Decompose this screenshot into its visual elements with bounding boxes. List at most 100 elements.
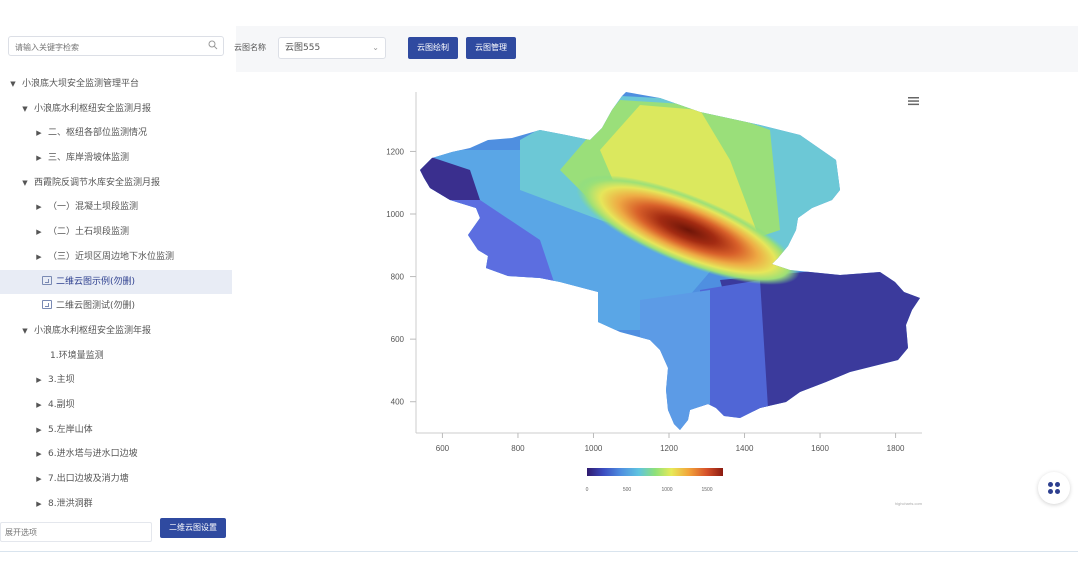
grid-dots-icon [1055, 489, 1060, 494]
tree-item[interactable]: ▶ 6.进水塔与进水口边坡 [0, 442, 232, 467]
y-tick-label: 800 [391, 273, 405, 282]
caret-down-icon[interactable]: ▼ [22, 326, 28, 335]
tree-item[interactable]: ▼ 小浪底大坝安全监测管理平台 [0, 72, 232, 97]
tree-item[interactable]: ▶ 3.主坝 [0, 368, 232, 393]
caret-right-icon[interactable]: ▶ [36, 376, 42, 385]
caret-right-icon[interactable]: ▶ [36, 154, 42, 163]
grid-dots-button[interactable] [1038, 472, 1070, 504]
caret-right-icon[interactable]: ▶ [36, 252, 42, 261]
tree-item-label: 5.左岸山体 [48, 424, 93, 435]
tree-item-label: 8.泄洪洞群 [48, 498, 93, 509]
y-tick-label: 400 [391, 398, 405, 407]
y-tick-label: 1200 [386, 147, 404, 156]
tree-item[interactable]: ▼ 小浪底水利枢纽安全监测月报 [0, 97, 232, 122]
tree-item-label: 三、库岸滑坡体监测 [48, 153, 130, 164]
tree-item-label: 1.环境量监测 [50, 350, 104, 361]
contour-chart: 400 600 800 1000 1200 600 800 1000 1200 1400 1600… [386, 92, 923, 506]
cloud-settings-button[interactable]: 二维云图设置 [160, 518, 226, 538]
grid-dots-icon [1048, 482, 1053, 487]
tree-item-label: 3.主坝 [48, 375, 75, 386]
y-tick-label: 1000 [386, 210, 404, 219]
colorbar-tick-label: 1000 [661, 487, 672, 493]
sidebar: ▼ 小浪底大坝安全监测管理平台 ▼ 小浪底水利枢纽安全监测月报 ▶ 二、枢纽各部位监测情况… [0, 28, 232, 548]
tree-item-label: 4.副坝 [48, 399, 75, 410]
tree-item[interactable]: ▶ 4.副坝 [0, 393, 232, 418]
x-tick-label: 1200 [660, 444, 678, 453]
tree-item[interactable]: ▼ 西霞院反调节水库安全监测月报 [0, 171, 232, 196]
tree-item-label: 小浪底大坝安全监测管理平台 [22, 79, 140, 89]
search-box[interactable] [8, 36, 224, 57]
grid-dots-icon [1055, 482, 1060, 487]
colorbar-tick-label: 1500 [701, 487, 712, 493]
chart-credit[interactable]: highcharts.com [895, 501, 923, 506]
tree-item-label: 6.进水塔与进水口边坡 [48, 449, 138, 460]
caret-right-icon[interactable]: ▶ [36, 228, 42, 237]
y-tick-label: 600 [391, 335, 405, 344]
caret-right-icon[interactable]: ▶ [36, 425, 42, 434]
y-tick-labels: 400 600 800 1000 1200 [386, 147, 416, 407]
tree-item[interactable]: ▼ 小浪底水利枢纽安全监测年报 [0, 319, 232, 344]
contour-band-right-mid [700, 280, 770, 430]
chart-name-label: 云图名称 [234, 43, 266, 52]
caret-right-icon[interactable]: ▶ [36, 400, 42, 409]
caret-right-icon[interactable]: ▶ [36, 475, 42, 483]
tree-item[interactable]: 二维云图示例(勿删) [0, 269, 232, 295]
chevron-down-icon: ⌄ [372, 43, 379, 52]
colorbar-tick-label: 500 [623, 487, 632, 493]
contour-band-bottom [640, 290, 710, 430]
tree-item[interactable]: ▶ 7.出口边坡及消力塘 [0, 467, 232, 492]
sidebar-footer: 二维云图设置 [0, 518, 232, 544]
tree-item[interactable]: ▶ （一）混凝土坝段监测 [0, 195, 232, 220]
tree-item[interactable]: ▶ 三、库岸滑坡体监测 [0, 146, 232, 171]
search-icon[interactable] [208, 40, 218, 50]
x-tick-label: 1600 [811, 444, 829, 453]
caret-down-icon[interactable]: ▼ [22, 178, 28, 187]
tree-item[interactable]: ▶ （三）近坝区周边地下水位监测 [0, 245, 232, 270]
x-tick-label: 600 [436, 444, 450, 453]
caret-right-icon[interactable]: ▶ [36, 129, 42, 138]
x-tick-label: 1000 [585, 444, 603, 453]
tree-item[interactable]: 二维云图测试(勿删) [0, 294, 232, 319]
colorbar [587, 468, 723, 476]
colorbar-ticks: 0 500 1000 1500 [586, 487, 713, 493]
tree-item-label: 二、枢纽各部位监测情况 [48, 128, 148, 139]
edit-doc-icon [42, 300, 52, 310]
tree-item-label: 小浪底水利枢纽安全监测月报 [34, 103, 152, 114]
expand-options-input[interactable] [0, 522, 152, 542]
tree-item-label: （一）混凝土坝段监测 [48, 202, 139, 213]
tree-item[interactable]: ▶ （二）土石坝段监测 [0, 220, 232, 245]
chart-name-value: 云图555 [285, 43, 321, 53]
tree-item-label: 二维云图测试(勿删) [56, 301, 136, 312]
tree-item[interactable]: 1.环境量监测 [0, 344, 232, 369]
toolbar: 云图名称 云图555 ⌄ 云图绘制 云图管理 [234, 26, 1078, 72]
tree-item-label: 小浪底水利枢纽安全监测年报 [34, 325, 152, 336]
colorbar-tick-label: 0 [586, 487, 589, 493]
tree-item-label: 西霞院反调节水库安全监测月报 [34, 177, 161, 188]
x-tick-labels: 600 800 1000 1200 1400 1600 1800 [436, 433, 905, 453]
contour-hotspot [576, 175, 800, 285]
grid-dots-icon [1048, 489, 1053, 494]
caret-down-icon[interactable]: ▼ [10, 80, 16, 88]
contour-fill [420, 92, 920, 430]
caret-right-icon[interactable]: ▶ [36, 203, 42, 212]
tree-menu: ▼ 小浪底大坝安全监测管理平台 ▼ 小浪底水利枢纽安全监测月报 ▶ 二、枢纽各部位监测情况… [0, 72, 232, 516]
x-tick-label: 1400 [736, 444, 754, 453]
x-tick-label: 1800 [887, 444, 905, 453]
caret-right-icon[interactable]: ▶ [36, 499, 42, 508]
draw-button[interactable]: 云图绘制 [408, 37, 458, 59]
chart-name-select[interactable]: 云图555 ⌄ [278, 37, 386, 59]
tree-item[interactable]: ▶ 二、枢纽各部位监测情况 [0, 121, 232, 146]
edit-doc-icon [42, 275, 52, 285]
tree-item[interactable]: ▶ 8.泄洪洞群 [0, 492, 232, 517]
hamburger-menu-icon[interactable] [908, 96, 920, 106]
tree-item-label: （二）土石坝段监测 [48, 227, 130, 238]
caret-down-icon[interactable]: ▼ [22, 104, 28, 113]
manage-button[interactable]: 云图管理 [466, 37, 516, 59]
search-input[interactable] [9, 38, 211, 57]
tree-item-label: 7.出口边坡及消力塘 [48, 474, 129, 484]
tree-item-label: 二维云图示例(勿删) [56, 276, 136, 287]
tree-item-label: （三）近坝区周边地下水位监测 [48, 251, 175, 262]
x-tick-label: 800 [511, 444, 525, 453]
tree-item[interactable]: ▶ 5.左岸山体 [0, 418, 232, 443]
caret-right-icon[interactable]: ▶ [36, 450, 42, 459]
